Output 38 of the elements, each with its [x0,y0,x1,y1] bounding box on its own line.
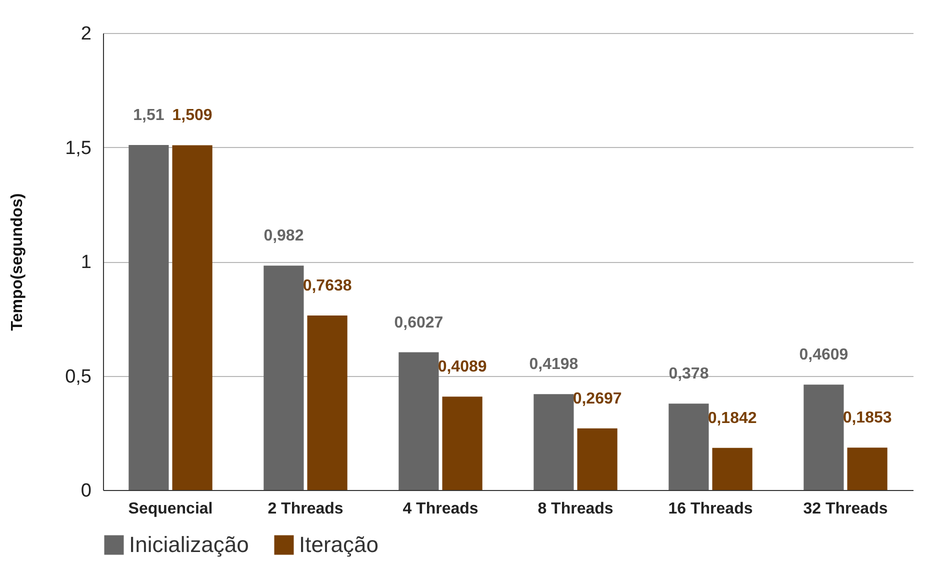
bar [577,428,618,490]
bar [398,352,439,490]
data-label: 1,51 [133,106,164,124]
y-tick-label: 0,5 [65,366,92,388]
x-tick-label: 2 Threads [268,500,344,518]
x-tick-label: Sequencial [128,500,213,518]
bar [128,144,169,490]
x-tick-label: 8 Threads [538,500,614,518]
bar [264,266,304,490]
data-label: 0,6027 [394,314,444,332]
data-label: 0,4609 [799,346,848,364]
bar [847,448,888,490]
bar [668,404,709,490]
data-label: 0,4089 [438,358,487,376]
y-axis-title: Tempo(segundos) [9,193,26,331]
bar [534,394,574,490]
bar [307,315,348,490]
data-label: 0,2697 [572,390,622,408]
data-label: 0,4198 [529,356,578,374]
y-tick-label: 0 [80,480,92,502]
data-label: 0,378 [668,366,709,383]
data-label: 1,509 [172,107,212,124]
x-tick-label: 16 Threads [668,500,753,518]
y-tick-label: 2 [80,24,92,44]
bar [442,396,482,490]
data-label: 0,7638 [302,277,352,294]
bar [172,145,212,490]
legend-label: Inicialização [129,532,249,557]
y-tick-label: 1,5 [65,138,92,159]
y-tick-label: 1 [80,252,92,273]
data-label: 0,1842 [708,410,757,427]
legend-label: Iteração [299,532,378,557]
x-tick-label: 32 Threads [803,500,888,518]
data-label: 0,1853 [842,410,892,427]
x-tick-label: 4 Threads [402,500,478,518]
bar [804,384,844,490]
data-label: 0,982 [264,228,304,245]
bar [712,448,752,490]
